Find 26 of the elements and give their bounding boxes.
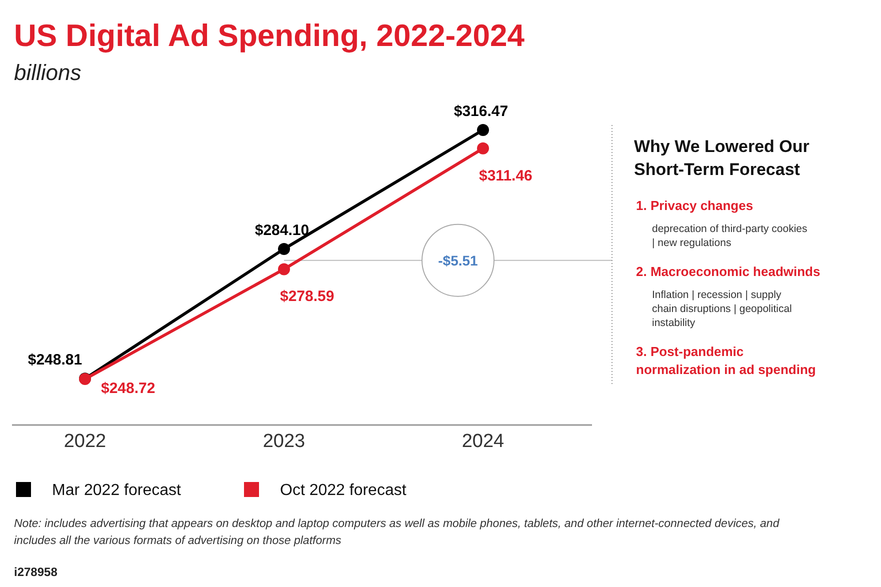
point [477, 124, 489, 136]
text: 3. Post-pandemic normalization in ad spending [636, 344, 816, 377]
text: Inflation | recession | supply chain disruptions | geopolitical instability [652, 289, 792, 329]
chart-title: US Digital Ad Spending, 2022-2024 [14, 18, 526, 53]
text: Why We Lowered Our Short-Term Forecast [634, 137, 810, 179]
point [278, 263, 290, 276]
legend-label: Mar 2022 forecast [52, 482, 182, 499]
data-label: $278.59 [280, 288, 334, 306]
x-tick-label: 2024 [462, 431, 505, 452]
data-label: $311.46 [479, 167, 532, 184]
legend-label: Oct 2022 forecast [280, 482, 407, 499]
point [477, 142, 489, 154]
text: 1. Privacy changes [636, 198, 754, 213]
x-tick-label: 2023 [262, 431, 306, 452]
text: deprecation of third-party cookies | new regulations [652, 223, 808, 249]
data-label: $248.81 [28, 352, 82, 369]
chart-subtitle: billions [14, 60, 82, 85]
text: Note: includes advertising that appears on desktop and laptop computers as well as mobile phones, tablets, and other internet-connected devices, and includes all the various formats of advertising on those platforms [14, 518, 780, 547]
x-tick-label: 2022 [64, 431, 106, 452]
text: i278958 [14, 565, 58, 579]
text: 2. Macroeconomic headwinds [636, 264, 820, 279]
data-label: $316.47 [454, 103, 508, 120]
point [278, 242, 290, 255]
data-label: $284.10 [254, 222, 310, 239]
annotation: -$5.51 [438, 252, 478, 268]
data-label: $248.72 [101, 380, 156, 397]
